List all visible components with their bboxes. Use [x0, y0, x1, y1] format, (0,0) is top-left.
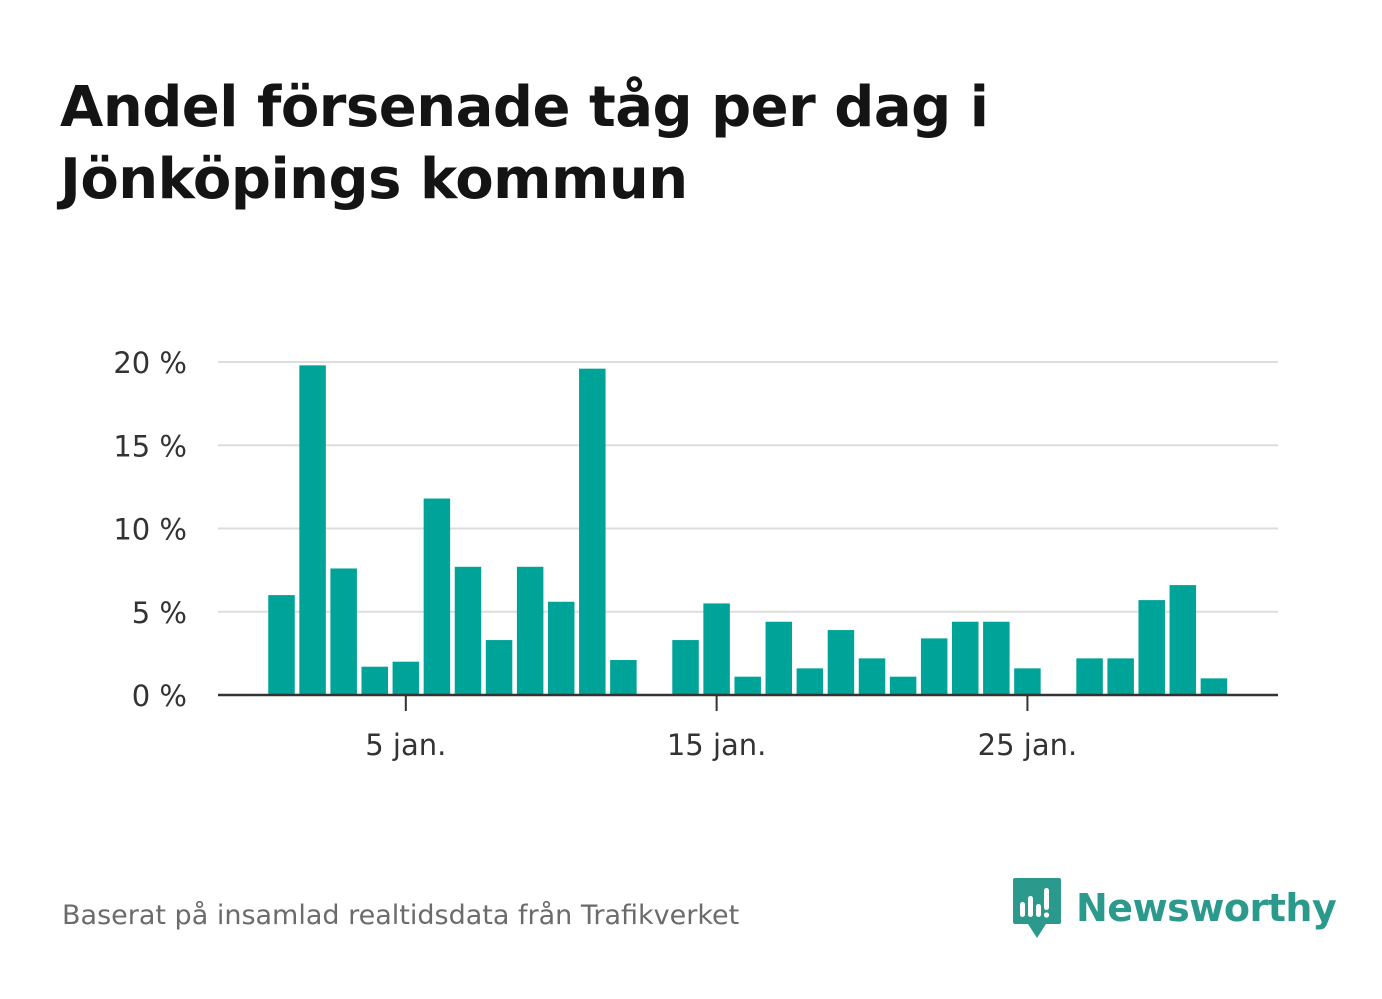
bar: [1200, 678, 1228, 695]
y-tick-label: 0 %: [132, 679, 187, 713]
x-axis-tick-labels: 5 jan. 15 jan. 25 jan.: [365, 728, 1077, 762]
bar: [796, 668, 824, 695]
brand-name: Newsworthy: [1076, 886, 1337, 930]
y-tick-label: 10 %: [113, 513, 187, 547]
bar: [920, 638, 948, 695]
x-tick-label: 25 jan.: [978, 728, 1078, 762]
bar: [889, 676, 917, 695]
chart-title: Andel försenade tåg per dag i Jönköpings…: [60, 72, 1260, 216]
bar: [610, 660, 637, 695]
bar: [423, 498, 451, 695]
y-tick-label: 5 %: [132, 596, 187, 630]
bar: [1169, 585, 1197, 695]
bars: [268, 365, 1228, 695]
bar: [703, 603, 730, 695]
y-axis-tick-labels: 0 % 5 % 10 % 15 % 20 %: [113, 346, 187, 713]
bar: [952, 621, 979, 695]
bar: [827, 630, 855, 695]
y-tick-label: 20 %: [113, 346, 187, 380]
bar: [1076, 658, 1103, 695]
bar: [765, 621, 793, 695]
bar: [485, 640, 513, 695]
bar: [392, 661, 420, 695]
bar: [579, 368, 606, 695]
bar: [1138, 600, 1165, 695]
bar: [516, 566, 544, 695]
bar: [1014, 668, 1041, 695]
gridlines: [218, 361, 1278, 613]
x-tick-label: 15 jan.: [667, 728, 767, 762]
newsworthy-logo-icon: [1013, 878, 1061, 938]
bar: [734, 676, 761, 695]
bar: [361, 666, 388, 695]
bar-chart: 0 % 5 % 10 % 15 % 20 % 5 jan. 15 jan. 25 jan.: [113, 346, 1278, 762]
bar: [299, 365, 326, 695]
y-tick-label: 15 %: [113, 429, 187, 463]
x-tick-label: 5 jan.: [365, 728, 446, 762]
x-axis: [218, 693, 1278, 711]
brand-logo: Newsworthy: [1012, 876, 1337, 940]
bar: [454, 566, 482, 695]
bar: [1107, 658, 1134, 695]
bar: [672, 640, 699, 695]
source-note: Baserat på insamlad realtidsdata från Tr…: [62, 900, 740, 931]
chart-title-line-1: Andel försenade tåg per dag i: [60, 75, 989, 140]
bar: [268, 595, 295, 695]
chart-title-line-2: Jönköpings kommun: [60, 147, 688, 212]
bar: [547, 601, 575, 695]
bar: [330, 568, 357, 695]
bar: [983, 621, 1010, 695]
bar: [858, 658, 886, 695]
